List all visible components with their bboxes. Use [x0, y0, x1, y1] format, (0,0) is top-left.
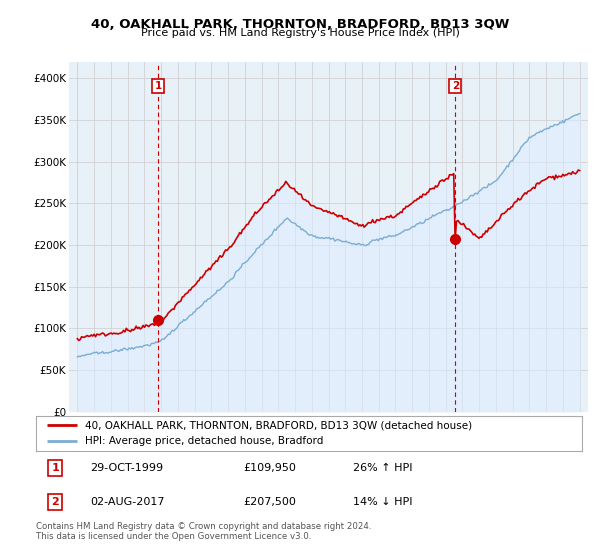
Text: 40, OAKHALL PARK, THORNTON, BRADFORD, BD13 3QW: 40, OAKHALL PARK, THORNTON, BRADFORD, BD…	[91, 18, 509, 31]
Text: 02-AUG-2017: 02-AUG-2017	[91, 497, 165, 507]
Text: 26% ↑ HPI: 26% ↑ HPI	[353, 463, 412, 473]
Text: HPI: Average price, detached house, Bradford: HPI: Average price, detached house, Brad…	[85, 436, 323, 446]
Text: 14% ↓ HPI: 14% ↓ HPI	[353, 497, 412, 507]
Text: Price paid vs. HM Land Registry's House Price Index (HPI): Price paid vs. HM Land Registry's House …	[140, 28, 460, 38]
Text: 40, OAKHALL PARK, THORNTON, BRADFORD, BD13 3QW (detached house): 40, OAKHALL PARK, THORNTON, BRADFORD, BD…	[85, 421, 472, 431]
Text: 1: 1	[51, 463, 59, 473]
Text: £109,950: £109,950	[244, 463, 296, 473]
Text: 29-OCT-1999: 29-OCT-1999	[91, 463, 164, 473]
Text: Contains HM Land Registry data © Crown copyright and database right 2024.
This d: Contains HM Land Registry data © Crown c…	[36, 522, 371, 542]
Text: 2: 2	[51, 497, 59, 507]
Text: 2: 2	[452, 81, 459, 91]
Text: £207,500: £207,500	[244, 497, 296, 507]
Text: 1: 1	[155, 81, 162, 91]
